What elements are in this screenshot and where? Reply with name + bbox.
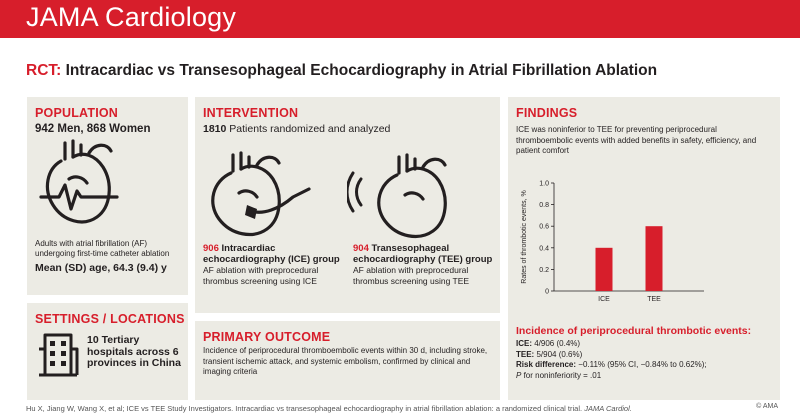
citation-text: Hu X, Jiang W, Wang X, et al; ICE vs TEE… bbox=[26, 404, 583, 413]
findings-heading: FINDINGS bbox=[516, 106, 578, 120]
ice-group-desc: AF ablation with preprocedural thrombus … bbox=[203, 265, 319, 286]
population-age: Mean (SD) age, 64.3 (9.4) y bbox=[35, 262, 167, 274]
population-heading: POPULATION bbox=[35, 106, 119, 120]
ice-group-title-text: Intracardiac echocardiography (ICE) grou… bbox=[203, 243, 340, 265]
ice-group-title: 906 Intracardiac echocardiography (ICE) … bbox=[203, 243, 353, 265]
y-tick-label: 0.4 bbox=[539, 245, 549, 252]
population-panel: POPULATION 942 Men, 868 Women Adults wit… bbox=[27, 97, 188, 295]
citation-journal: JAMA Cardiol. bbox=[584, 404, 632, 413]
settings-panel: SETTINGS / LOCATIONS 10 Tertiary hospita… bbox=[27, 303, 188, 400]
tee-group-desc: AF ablation with preprocedural thrombus … bbox=[353, 265, 470, 286]
incidence-p: P for noninferiority = .01 bbox=[516, 370, 602, 380]
intervention-total-number: 1810 bbox=[203, 123, 227, 135]
settings-heading: SETTINGS / LOCATIONS bbox=[35, 312, 185, 326]
incidence-tee: TEE: 5/904 (0.6%) bbox=[516, 349, 583, 359]
thrombotic-events-chart: Rates of thrombotic events, % 0 0.2 0.4 0.6 0… bbox=[521, 181, 704, 303]
heart-ultrasound-icon bbox=[347, 153, 447, 239]
page-title: RCT: Intracardiac vs Transesophageal Ech… bbox=[26, 62, 657, 80]
y-tick-label: 0 bbox=[545, 289, 549, 296]
findings-panel: FINDINGS ICE was noninferior to TEE for … bbox=[508, 97, 780, 400]
tee-group-n: 904 bbox=[353, 243, 369, 254]
journal-brand: JAMA Cardiology bbox=[26, 2, 237, 32]
title-text: Intracardiac vs Transesophageal Echocard… bbox=[65, 62, 658, 79]
citation: Hu X, Jiang W, Wang X, et al; ICE vs TEE… bbox=[26, 404, 726, 413]
intervention-total-text: Patients randomized and analyzed bbox=[229, 123, 391, 135]
settings-text: 10 Tertiary hospitals across 6 provinces… bbox=[87, 334, 181, 369]
tee-group-title: 904 Transesophageal echocardiography (TE… bbox=[353, 243, 503, 265]
heart-catheter-icon bbox=[211, 151, 311, 237]
y-tick-label: 0.2 bbox=[539, 267, 549, 274]
findings-text: ICE was noninferior to TEE for preventin… bbox=[516, 125, 757, 155]
outcome-heading: PRIMARY OUTCOME bbox=[203, 330, 331, 344]
intervention-heading: INTERVENTION bbox=[203, 106, 299, 120]
copyright: © AMA bbox=[756, 403, 778, 410]
header-bar: JAMA Cardiology bbox=[0, 0, 800, 38]
population-description: Adults with atrial fibrillation (AF) und… bbox=[35, 239, 170, 258]
y-axis-label: Rates of thrombotic events, % bbox=[521, 190, 528, 283]
bar-tee bbox=[645, 226, 663, 291]
y-tick-label: 0.8 bbox=[539, 202, 549, 209]
x-tick-label-tee: TEE bbox=[647, 296, 661, 303]
bar-ice bbox=[595, 247, 613, 291]
outcome-text: Incidence of periprocedural thromboembol… bbox=[203, 346, 488, 376]
incidence-ice: ICE: 4/906 (0.4%) bbox=[516, 339, 581, 348]
tee-group-title-text: Transesophageal echocardiography (TEE) g… bbox=[353, 243, 493, 265]
tee-group: 904 Transesophageal echocardiography (TE… bbox=[353, 243, 503, 286]
intervention-total: 1810 Patients randomized and analyzed bbox=[203, 123, 390, 135]
incidence-risk: Risk difference: −0.11% (95% CI, −0.84% … bbox=[516, 360, 707, 369]
y-tick-label: 0.6 bbox=[539, 224, 549, 231]
ice-group-n: 906 bbox=[203, 243, 219, 254]
incidence-lines: ICE: 4/906 (0.4%) TEE: 5/904 (0.6%) Risk… bbox=[516, 339, 778, 381]
ice-group: 906 Intracardiac echocardiography (ICE) … bbox=[203, 243, 353, 286]
hospital-building-icon bbox=[39, 333, 79, 377]
y-tick-label: 1.0 bbox=[539, 181, 549, 188]
heart-ecg-icon bbox=[39, 139, 119, 224]
x-tick-label-ice: ICE bbox=[598, 296, 610, 303]
title-prefix: RCT: bbox=[26, 62, 62, 79]
outcome-panel: PRIMARY OUTCOME Incidence of periprocedu… bbox=[195, 321, 500, 400]
incidence-title: Incidence of periprocedural thrombotic e… bbox=[516, 325, 752, 337]
intervention-panel: INTERVENTION 1810 Patients randomized an… bbox=[195, 97, 500, 313]
population-counts: 942 Men, 868 Women bbox=[35, 123, 151, 135]
